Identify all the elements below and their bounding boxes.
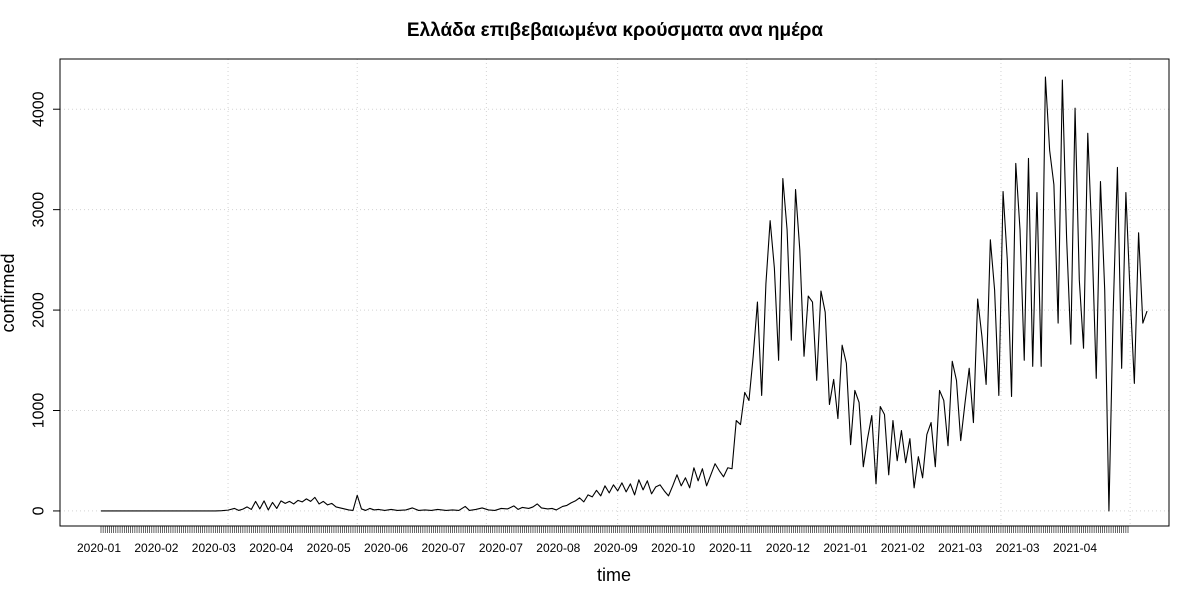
x-tick-label: 2020-09 — [594, 541, 638, 555]
y-tick-label: 1000 — [31, 393, 48, 429]
x-tick-label: 2020-05 — [307, 541, 351, 555]
grid — [60, 59, 1169, 526]
x-tick-label: 2020-01 — [77, 541, 121, 555]
y-tick-label: 0 — [31, 506, 48, 515]
x-tick-label: 2020-06 — [364, 541, 408, 555]
x-tick-label: 2020-12 — [766, 541, 810, 555]
y-tick-label: 2000 — [31, 292, 48, 328]
y-tick-label: 4000 — [31, 91, 48, 127]
x-tick-label: 2021-03 — [996, 541, 1040, 555]
series-line — [101, 76, 1148, 512]
series-layer — [101, 76, 1148, 512]
plot-frame — [59, 58, 1170, 527]
x-axis-label: time — [597, 565, 631, 585]
chart-title: Ελλάδα επιβεβαιωμένα κρούσματα ανα ημέρα — [407, 20, 824, 41]
x-tick-label: 2020-10 — [651, 541, 695, 555]
x-tick-label: 2020-02 — [134, 541, 178, 555]
x-tick-label: 2020-03 — [192, 541, 236, 555]
x-tick-label: 2021-02 — [881, 541, 925, 555]
x-tick-label: 2021-04 — [1053, 541, 1097, 555]
y-tick-label: 3000 — [31, 192, 48, 228]
x-tick-label: 2021-03 — [938, 541, 982, 555]
x-tick-label: 2020-07 — [479, 541, 523, 555]
x-tick-label: 2021-01 — [823, 541, 867, 555]
x-tick-label: 2020-11 — [709, 541, 752, 555]
x-tick-label: 2020-07 — [421, 541, 465, 555]
x-tick-marks — [100, 526, 1129, 533]
x-tick-label: 2020-04 — [249, 541, 293, 555]
x-tick-label: 2020-08 — [536, 541, 580, 555]
axis-ticks: 0 1000 2000 3000 4000 2020-01 2020-02 2020-03 20… — [31, 91, 1129, 555]
y-axis-label: confirmed — [0, 253, 18, 332]
